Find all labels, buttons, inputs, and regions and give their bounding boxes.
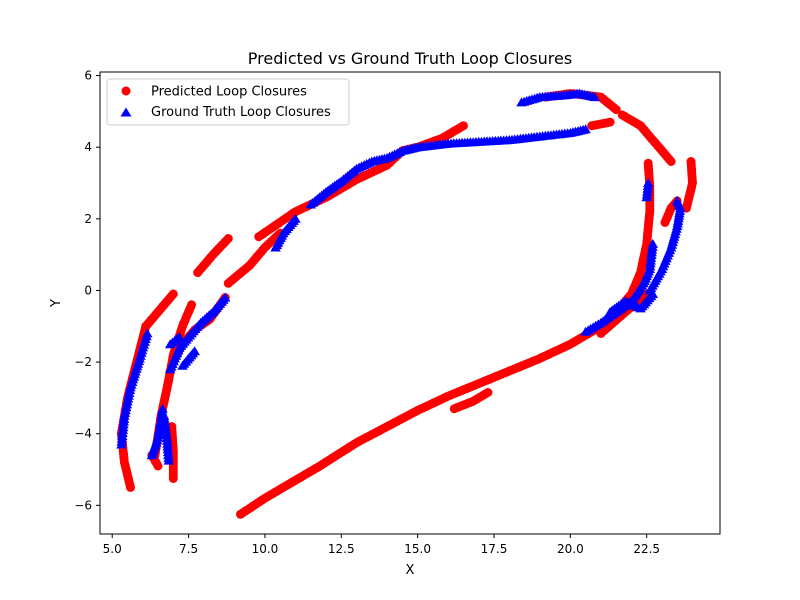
legend-marker-ground-truth <box>120 107 132 117</box>
series-ground-truth <box>116 88 686 465</box>
predicted-point <box>141 321 151 331</box>
x-tick-label: 12.5 <box>328 542 355 556</box>
predicted-point <box>458 121 468 131</box>
x-axis-label: X <box>406 563 415 578</box>
x-tick-label: 17.5 <box>481 542 508 556</box>
x-tick-label: 5.0 <box>103 542 122 556</box>
ground-truth-point <box>290 213 301 223</box>
predicted-point <box>686 157 696 166</box>
y-tick-label: 4 <box>84 140 92 154</box>
x-tick-label: 20.0 <box>557 542 584 556</box>
predicted-point <box>168 474 178 483</box>
chart-title: Predicted vs Ground Truth Loop Closures <box>248 49 572 68</box>
legend-marker-predicted <box>121 86 131 96</box>
ground-truth-point <box>174 332 185 341</box>
predicted-point <box>605 117 615 127</box>
ground-truth-point <box>220 292 231 302</box>
predicted-point <box>187 300 197 310</box>
y-tick-label: 6 <box>84 69 92 83</box>
legend-label-ground-truth: Ground Truth Loop Closures <box>151 105 331 120</box>
plot-marks <box>116 88 697 519</box>
plot-frame <box>99 71 721 535</box>
ground-truth-point <box>647 238 658 248</box>
y-tick-label: −2 <box>74 355 92 369</box>
predicted-point <box>223 234 233 243</box>
y-tick-label: 2 <box>84 212 92 226</box>
predicted-point <box>666 157 676 166</box>
ground-truth-point <box>142 328 153 338</box>
x-tick-label: 15.0 <box>404 542 431 556</box>
ground-truth-point <box>163 455 174 465</box>
x-tick-label: 7.5 <box>179 542 198 556</box>
ground-truth-point <box>589 92 600 102</box>
y-tick-label: 0 <box>84 283 92 297</box>
predicted-point <box>483 388 493 397</box>
legend: Predicted Loop Closures Ground Truth Loo… <box>106 78 350 126</box>
ground-truth-point <box>157 403 168 413</box>
ground-truth-point <box>580 124 591 134</box>
x-tick-label: 10.0 <box>252 542 279 556</box>
ground-truth-point <box>643 178 654 187</box>
y-tick-label: −6 <box>74 498 92 512</box>
x-tick-label: 22.5 <box>633 542 660 556</box>
x-axis: 5.0 7.5 10.0 12.5 15.0 17.5 20.0 22.5 <box>103 534 660 556</box>
predicted-point <box>168 289 178 299</box>
y-axis: −6 −4 −2 0 2 4 6 <box>74 69 100 512</box>
predicted-point <box>643 158 653 168</box>
ground-truth-point <box>189 346 200 356</box>
ground-truth-point <box>672 195 683 205</box>
y-axis-label: Y <box>49 299 64 308</box>
legend-label-predicted: Predicted Loop Closures <box>151 85 307 100</box>
legend-box <box>106 78 350 126</box>
y-tick-label: −4 <box>74 427 92 441</box>
